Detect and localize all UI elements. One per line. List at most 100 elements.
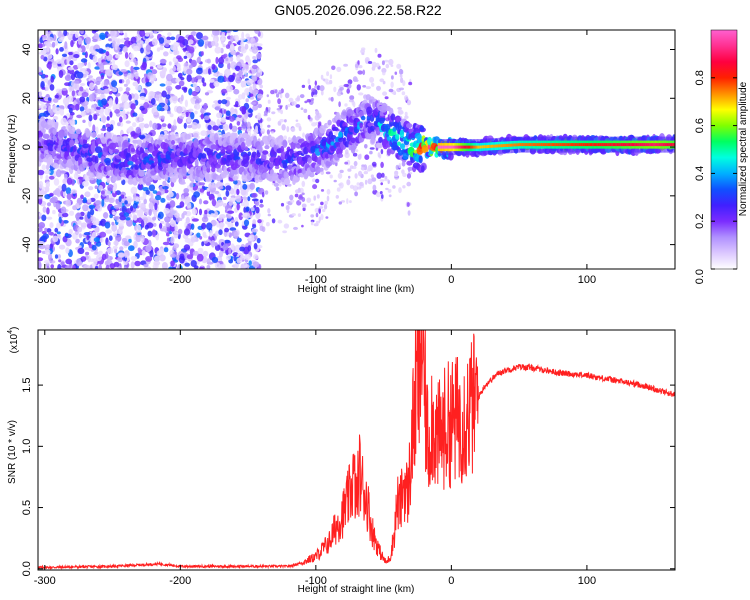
spectrogram-noise-dot: [185, 216, 190, 225]
spectrogram-noise-dot: [74, 31, 79, 39]
spectrogram-noise-dot: [90, 224, 97, 229]
spectrogram-noise-dot: [112, 64, 118, 71]
spectrogram-noise-dot: [90, 197, 96, 202]
spectrogram-noise-dot: [118, 79, 123, 84]
spectrogram-noise-dot: [155, 94, 160, 102]
spectrogram-noise-dot: [89, 82, 95, 91]
spectrogram-ridge-dot: [193, 138, 199, 148]
spectrogram-noise-dot: [103, 88, 110, 94]
spectrogram-noise-dot: [80, 110, 86, 117]
spectrogram-noise-dot: [93, 33, 100, 41]
spectrogram-noise-dot: [80, 256, 87, 262]
spectrogram-noise-dot: [195, 75, 203, 80]
spectrogram-noise-dot: [183, 192, 190, 197]
spectrogram-noise-dot: [349, 165, 354, 170]
spectrogram-ridge-dot: [168, 167, 175, 174]
spectrogram-noise-dot: [222, 244, 229, 251]
spectrogram-noise-dot: [96, 106, 101, 110]
spectrogram-noise-dot: [175, 85, 182, 90]
spectrogram-noise-dot: [63, 30, 68, 37]
spectrogram-noise-dot: [293, 226, 298, 230]
spectrogram-noise-dot: [169, 99, 173, 103]
spectrogram-noise-dot: [121, 94, 126, 103]
spectrogram-noise-dot: [38, 227, 43, 233]
spectrogram-noise-dot: [306, 197, 312, 203]
spectrogram-noise-dot: [132, 192, 137, 201]
spectrogram-noise-dot: [79, 86, 84, 92]
spectrogram-noise-dot: [187, 124, 193, 129]
spectrogram-noise-dot: [186, 52, 192, 59]
spectrogram-noise-dot: [112, 103, 117, 111]
spectrogram-noise-dot: [257, 79, 262, 85]
spectrogram-noise-dot: [369, 147, 375, 150]
spectrogram-noise-dot: [123, 212, 130, 218]
spectrogram-noise-dot: [251, 46, 259, 54]
spectrogram-ridge-dot: [282, 160, 288, 169]
spectrogram-noise-dot: [77, 220, 82, 225]
spectrogram-noise-dot: [241, 122, 248, 129]
spectrogram-noise-dot: [124, 252, 128, 258]
spectrogram-noise-dot: [234, 262, 239, 269]
spectrogram-noise-dot: [279, 105, 283, 110]
spectrogram-noise-dot: [388, 58, 394, 66]
spectrogram-noise-dot: [123, 241, 130, 247]
spectrogram-noise-dot: [338, 201, 342, 205]
spectrogram-noise-dot: [218, 57, 225, 65]
spectrogram-noise-dot: [71, 90, 76, 97]
spectrogram-noise-dot: [294, 193, 299, 198]
spectrogram-noise-dot: [93, 237, 100, 243]
spectrogram-ridge-dot: [100, 136, 108, 144]
spectrogram-noise-dot: [340, 92, 344, 95]
spectrogram-noise-dot: [267, 99, 271, 104]
spectrogram-noise-dot: [93, 251, 99, 255]
spectrogram-noise-dot: [128, 245, 135, 252]
spectrogram-noise-dot: [55, 202, 61, 210]
spectrogram-ridge-dot: [184, 133, 191, 140]
spectrogram-noise-dot: [220, 117, 227, 123]
spectrogram-ridge-dot: [201, 153, 207, 159]
spectrogram-noise-dot: [226, 30, 231, 33]
spectrogram-noise-dot: [388, 88, 394, 93]
spectrogram-noise-dot: [337, 172, 343, 179]
spectrogram-noise-dot: [140, 235, 145, 243]
spectrogram-noise-dot: [83, 100, 89, 106]
spectrogram-noise-dot: [286, 126, 290, 133]
spectrogram-noise-dot: [167, 110, 172, 115]
spectrogram-noise-dot: [190, 236, 196, 243]
spectrogram-noise-dot: [212, 30, 219, 36]
spectrogram-ridge-dot: [72, 145, 77, 154]
spectrogram-noise-dot: [58, 31, 62, 38]
spectrogram-noise-dot: [230, 50, 236, 56]
spectrogram-noise-dot: [64, 97, 70, 105]
spectrogram-noise-dot: [132, 58, 137, 63]
spectrogram-noise-dot: [85, 108, 90, 114]
spectrogram-noise-dot: [367, 178, 373, 185]
spectrogram-ridge-dot: [69, 139, 75, 148]
spectrogram-noise-dot: [167, 87, 171, 96]
spectrogram-noise-dot: [354, 173, 358, 179]
spectrogram-noise-dot: [53, 178, 60, 186]
spectrogram-noise-dot: [189, 64, 193, 69]
spectrogram-noise-dot: [145, 82, 152, 87]
spectrogram-ridge-dot: [242, 158, 249, 168]
spectrogram-noise-dot: [369, 76, 375, 83]
spectrogram-noise-dot: [115, 96, 119, 105]
spectrogram-noise-dot: [88, 75, 93, 79]
spectrogram-noise-dot: [143, 102, 150, 109]
spectrogram-noise-dot: [183, 122, 187, 129]
spectrogram-noise-dot: [105, 264, 110, 269]
spectrogram-noise-dot: [148, 208, 152, 216]
spectrogram-noise-dot: [301, 192, 305, 196]
spectrogram-noise-dot: [253, 254, 259, 260]
spectrogram-noise-dot: [153, 111, 160, 119]
spectrogram-noise-dot: [139, 30, 145, 38]
spectrogram-noise-dot: [184, 99, 188, 108]
spectrogram-noise-dot: [72, 65, 79, 70]
spectrogram-noise-dot: [225, 44, 231, 49]
spectrogram-noise-dot: [119, 122, 124, 127]
spectrogram-noise-dot: [132, 112, 138, 117]
spectrogram-noise-dot: [253, 129, 259, 135]
spectrogram-noise-dot: [65, 187, 72, 195]
spectrogram-noise-dot: [90, 208, 95, 216]
spectrogram-noise-dot: [235, 195, 242, 203]
